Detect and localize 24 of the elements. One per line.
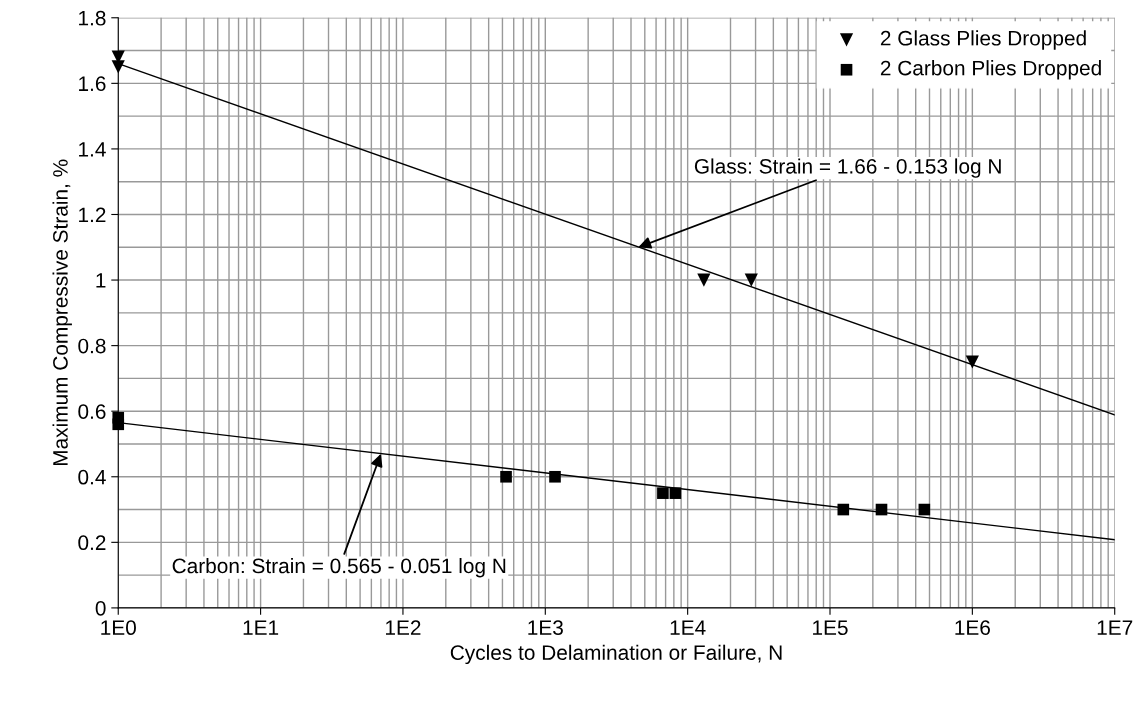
y-tick-label: 1 — [96, 273, 106, 288]
x-tick-label: 1E1 — [243, 620, 279, 635]
x-tick-label: 1E3 — [528, 620, 563, 636]
x-tick-label: 1E7 — [1097, 620, 1133, 635]
x-tick-label: 1E4 — [670, 620, 706, 635]
x-tick-label: 1E0 — [101, 620, 136, 636]
y-tick-label: 0 — [95, 600, 106, 616]
legend-label: 2 Carbon Plies Dropped — [880, 60, 1101, 80]
x-tick-label: 1E6 — [955, 620, 990, 636]
annotation: Carbon: Strain = 0.565 - 0.051 log N — [172, 557, 506, 578]
y-tick-label: 1.6 — [79, 76, 106, 92]
y-tick-label: 0.8 — [78, 338, 106, 354]
annotation: Glass: Strain = 1.66 - 0.153 log N — [694, 158, 1001, 178]
x-axis-title: Cycles to Delamination or Failure, N — [450, 644, 782, 665]
x-tick-label: 1E5 — [813, 620, 848, 636]
y-tick-label: 0.6 — [78, 404, 106, 419]
y-tick-label: 1.8 — [79, 10, 106, 26]
x-tick-label: 1E2 — [386, 620, 421, 635]
y-tick-label: 1.4 — [79, 142, 106, 157]
y-axis-title: Maximum Compressive Strain, % — [52, 159, 72, 466]
y-tick-label: 0.4 — [78, 469, 106, 485]
y-tick-label: 0.2 — [78, 535, 106, 551]
legend-label: 2 Glass Plies Dropped — [880, 30, 1086, 50]
y-tick-label: 1.2 — [79, 207, 106, 223]
